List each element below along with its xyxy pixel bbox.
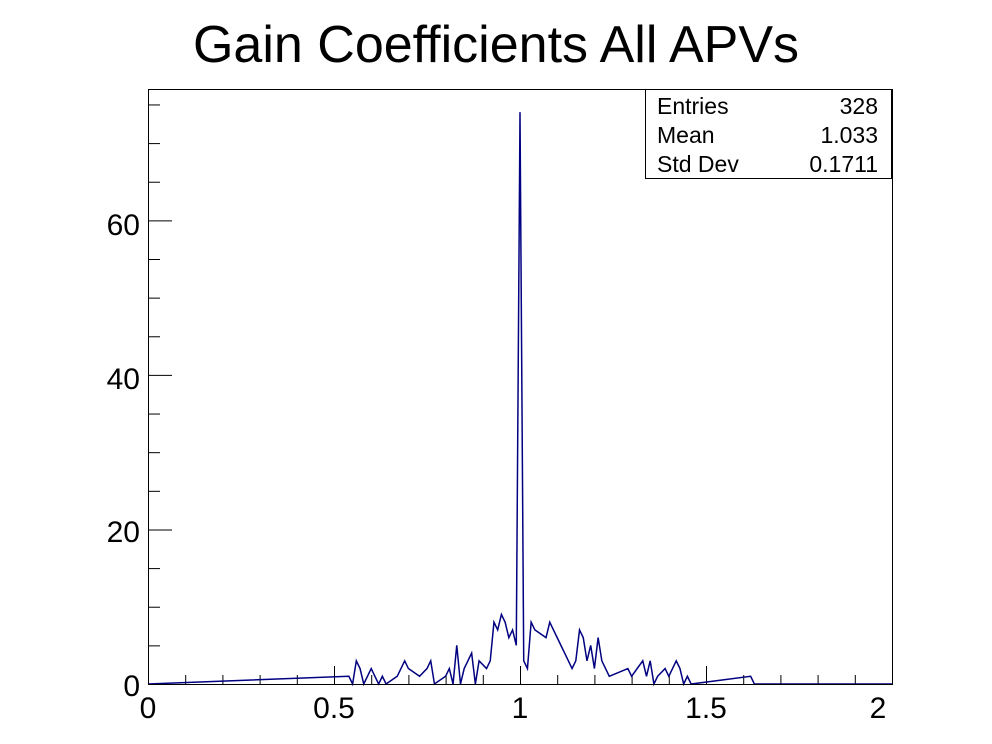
x-tick-label-0.5: 0.5 [313, 692, 355, 725]
stats-box: Entries 328 Mean 1.033 Std Dev 0.1711 [645, 89, 892, 179]
x-axis-ticks [148, 666, 893, 684]
y-tick-label-40: 40 [107, 363, 140, 396]
x-tick-label-1.5: 1.5 [685, 692, 727, 725]
x-tick-label-2: 2 [870, 692, 887, 725]
stats-stddev-value: 0.1711 [809, 151, 878, 177]
stats-stddev-label: Std Dev [657, 151, 739, 177]
y-tick-label-60: 60 [107, 209, 140, 242]
y-tick-label-20: 20 [107, 516, 140, 549]
plot-frame [148, 89, 893, 685]
stats-mean-value: 1.033 [820, 122, 878, 148]
y-axis-ticks [148, 104, 172, 685]
chart-title: Gain Coefficients All APVs [193, 16, 799, 74]
stats-mean-label: Mean [657, 122, 715, 148]
stats-box-frame [645, 89, 892, 179]
x-tick-label-1: 1 [512, 692, 529, 725]
stats-entries-label: Entries [657, 93, 729, 119]
x-tick-label-0: 0 [140, 692, 157, 725]
histogram-series-line [147, 112, 892, 687]
y-tick-label-0: 0 [123, 670, 140, 703]
stats-entries-value: 328 [840, 93, 878, 119]
